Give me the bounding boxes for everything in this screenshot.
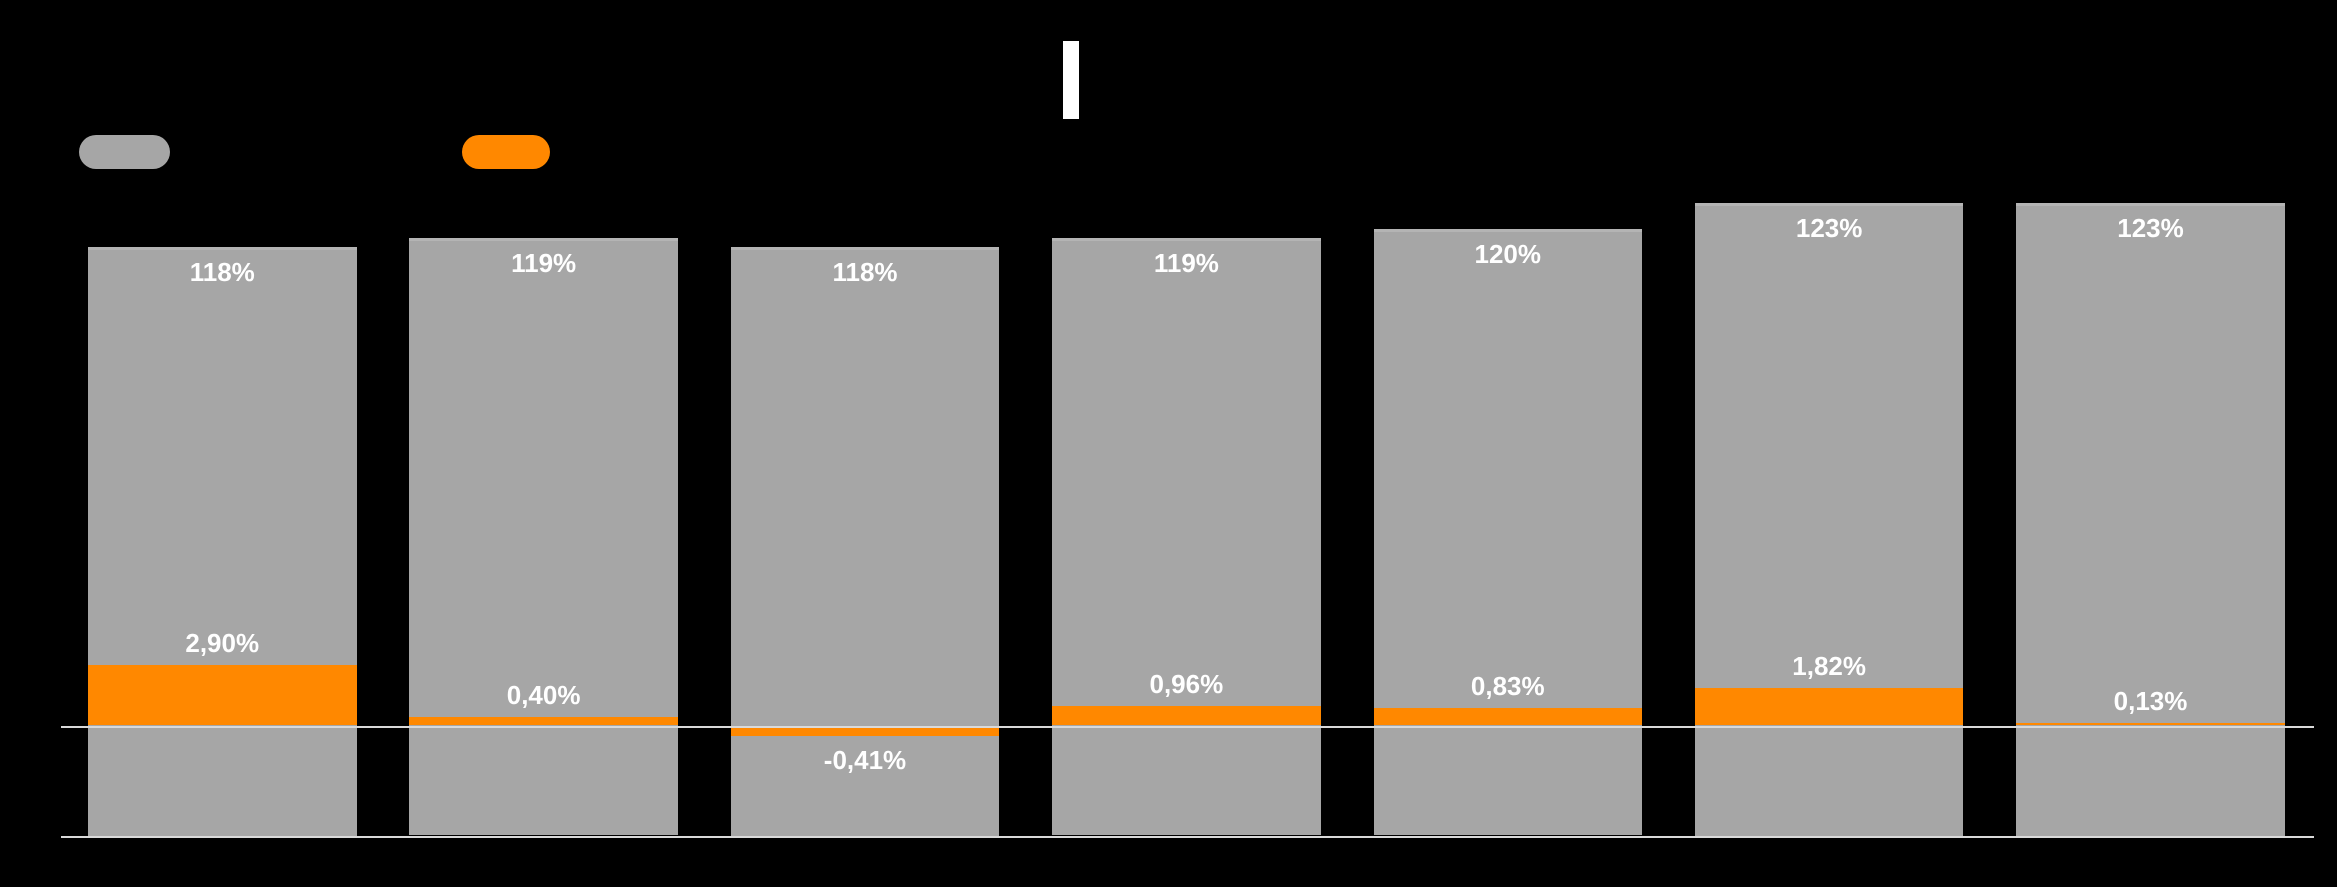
gray-bar xyxy=(1052,238,1321,836)
gray-bar-value-label: 120% xyxy=(1474,239,1542,270)
chart-title-textbox[interactable] xyxy=(700,20,1640,150)
gray-bar-value-label: 118% xyxy=(189,257,255,287)
orange-bar xyxy=(730,728,1000,737)
orange-bar-value-label: 0,96% xyxy=(1149,668,1224,699)
orange-bar-value-label: 0,40% xyxy=(506,680,581,711)
orange-bar xyxy=(1694,687,1964,726)
gray-bar-value-label: 123% xyxy=(1795,213,1863,243)
gray-bar-value-label: 123% xyxy=(2117,213,2184,243)
gray-bar xyxy=(88,247,357,836)
legend-swatch-orange-series xyxy=(462,135,550,169)
orange-bar xyxy=(1373,708,1643,726)
orange-bar-value-label: 1,82% xyxy=(1792,650,1866,681)
gray-bar-value-label: 118% xyxy=(832,257,898,287)
zero-axis-line xyxy=(61,725,2314,728)
gray-bar xyxy=(409,238,678,836)
orange-bar-value-label: 0,13% xyxy=(2113,685,2188,716)
title-text-cursor xyxy=(1063,41,1079,119)
orange-bar-value-label: -0,41% xyxy=(823,745,907,776)
orange-bar xyxy=(1052,705,1321,726)
gray-bar xyxy=(730,247,1000,836)
orange-bar xyxy=(2016,722,2285,726)
orange-bar-value-label: 2,90% xyxy=(185,628,260,659)
gray-bar-value-label: 119% xyxy=(511,248,577,279)
gray-bar xyxy=(1694,203,1964,836)
gray-bar-value-label: 119% xyxy=(1153,248,1219,279)
orange-bar xyxy=(409,717,678,726)
gray-bar xyxy=(1373,229,1643,836)
orange-bar xyxy=(88,665,357,726)
orange-bar-value-label: 0,83% xyxy=(1470,671,1545,702)
gray-bar xyxy=(2016,203,2285,836)
bottom-axis-line xyxy=(61,835,2314,838)
legend-swatch-gray-series xyxy=(79,135,170,169)
